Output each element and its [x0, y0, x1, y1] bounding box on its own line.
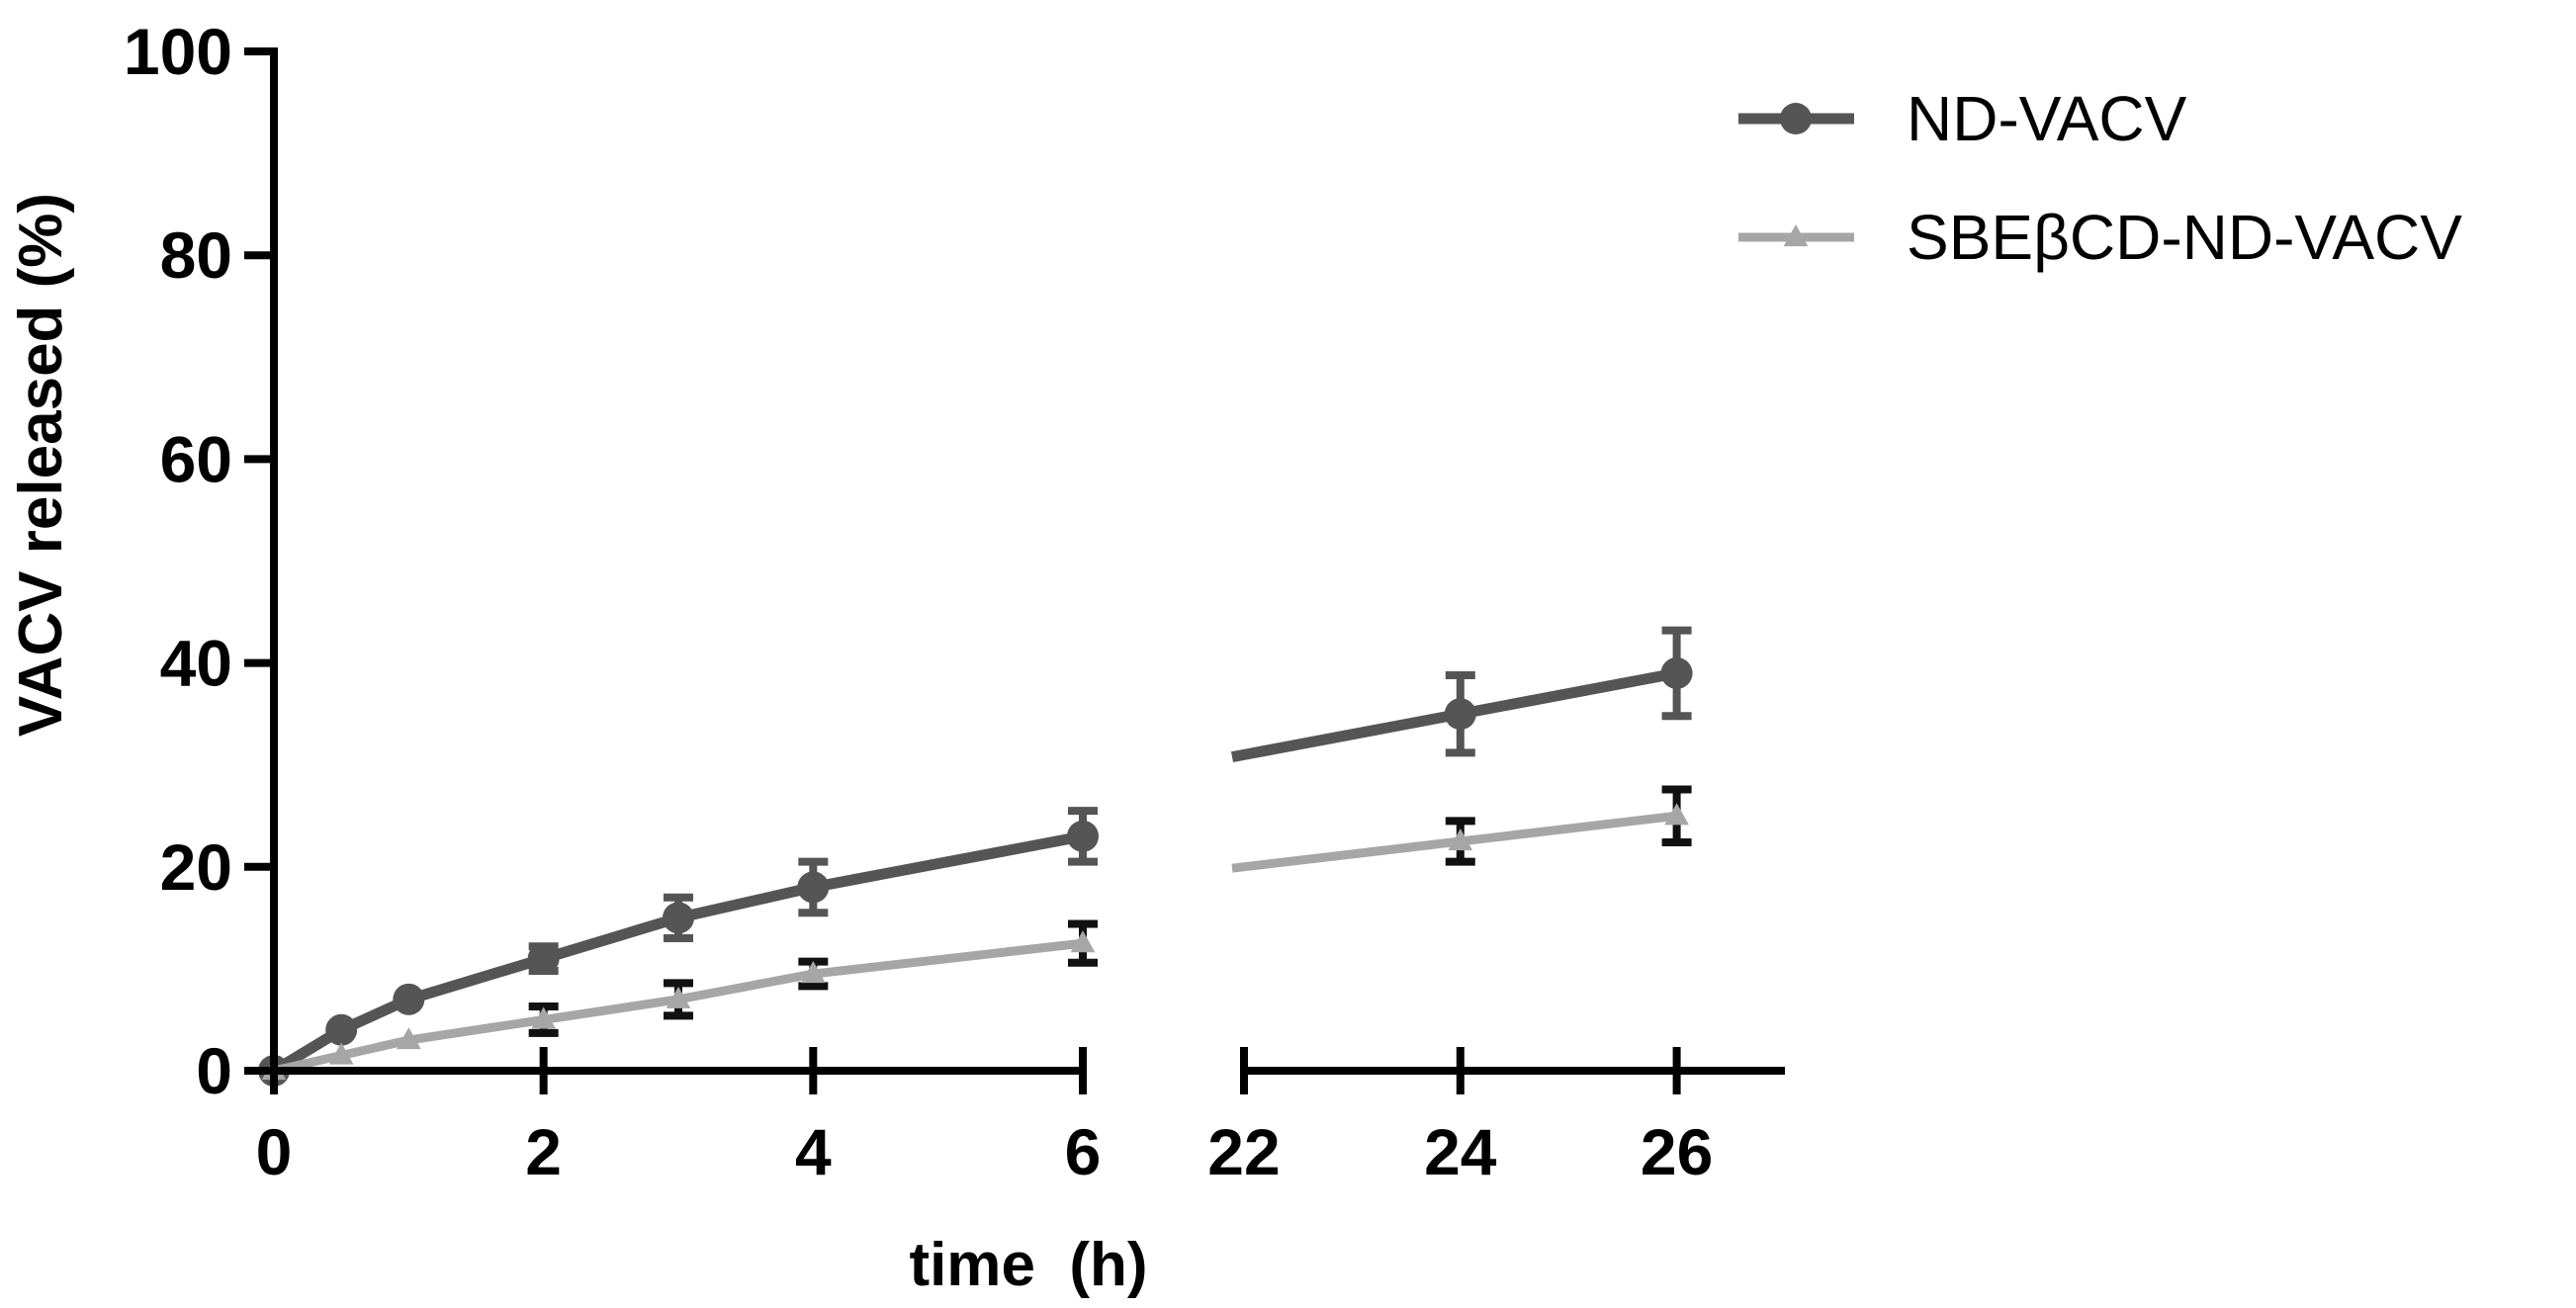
data-point: [663, 902, 694, 934]
x-tick-label: 22: [1207, 1115, 1280, 1188]
x-tick-label: 26: [1641, 1115, 1713, 1188]
data-point: [1067, 820, 1099, 852]
legend-item-0: ND-VACV: [1738, 83, 2187, 154]
data-point: [328, 1042, 354, 1065]
legend-item-1: SBEβCD-ND-VACV: [1738, 202, 2462, 273]
legend-marker: [1780, 103, 1812, 134]
series-1: [261, 785, 1692, 1081]
data-point: [1070, 930, 1096, 953]
y-tick-label: 20: [160, 830, 232, 904]
x-tick-label: 4: [795, 1115, 832, 1188]
data-point: [1664, 803, 1689, 826]
x-tick-label: 2: [525, 1115, 562, 1188]
data-point: [527, 942, 560, 975]
series-layer: [258, 626, 1693, 1087]
y-tick-label: 0: [196, 1034, 232, 1107]
data-point: [1660, 656, 1693, 689]
x-tick-label: 0: [256, 1115, 293, 1188]
y-tick-label: 80: [160, 218, 232, 292]
series-0: [258, 626, 1693, 1087]
data-point: [797, 871, 830, 904]
legend: ND-VACV SBEβCD-ND-VACV: [1738, 83, 2462, 273]
x-tick-label: 24: [1424, 1115, 1497, 1188]
y-tick-label: 40: [160, 627, 232, 700]
x-tick-label: 6: [1065, 1115, 1102, 1188]
data-point: [1448, 828, 1473, 851]
data-point: [396, 1027, 421, 1050]
y-tick-label: 100: [124, 15, 232, 88]
legend-marker: [1783, 224, 1809, 247]
y-axis-title: VACV released (%): [7, 193, 75, 737]
data-point: [666, 986, 691, 1008]
data-point: [325, 1013, 358, 1046]
data-point: [1444, 698, 1476, 731]
x-axis-title: time (h): [909, 1231, 1147, 1299]
y-tick-label: 60: [160, 422, 232, 495]
data-point: [393, 983, 425, 1015]
data-point: [800, 961, 826, 984]
legend-label: ND-VACV: [1907, 83, 2187, 154]
data-point: [531, 1006, 557, 1029]
legend-label: SBEβCD-ND-VACV: [1907, 202, 2462, 273]
